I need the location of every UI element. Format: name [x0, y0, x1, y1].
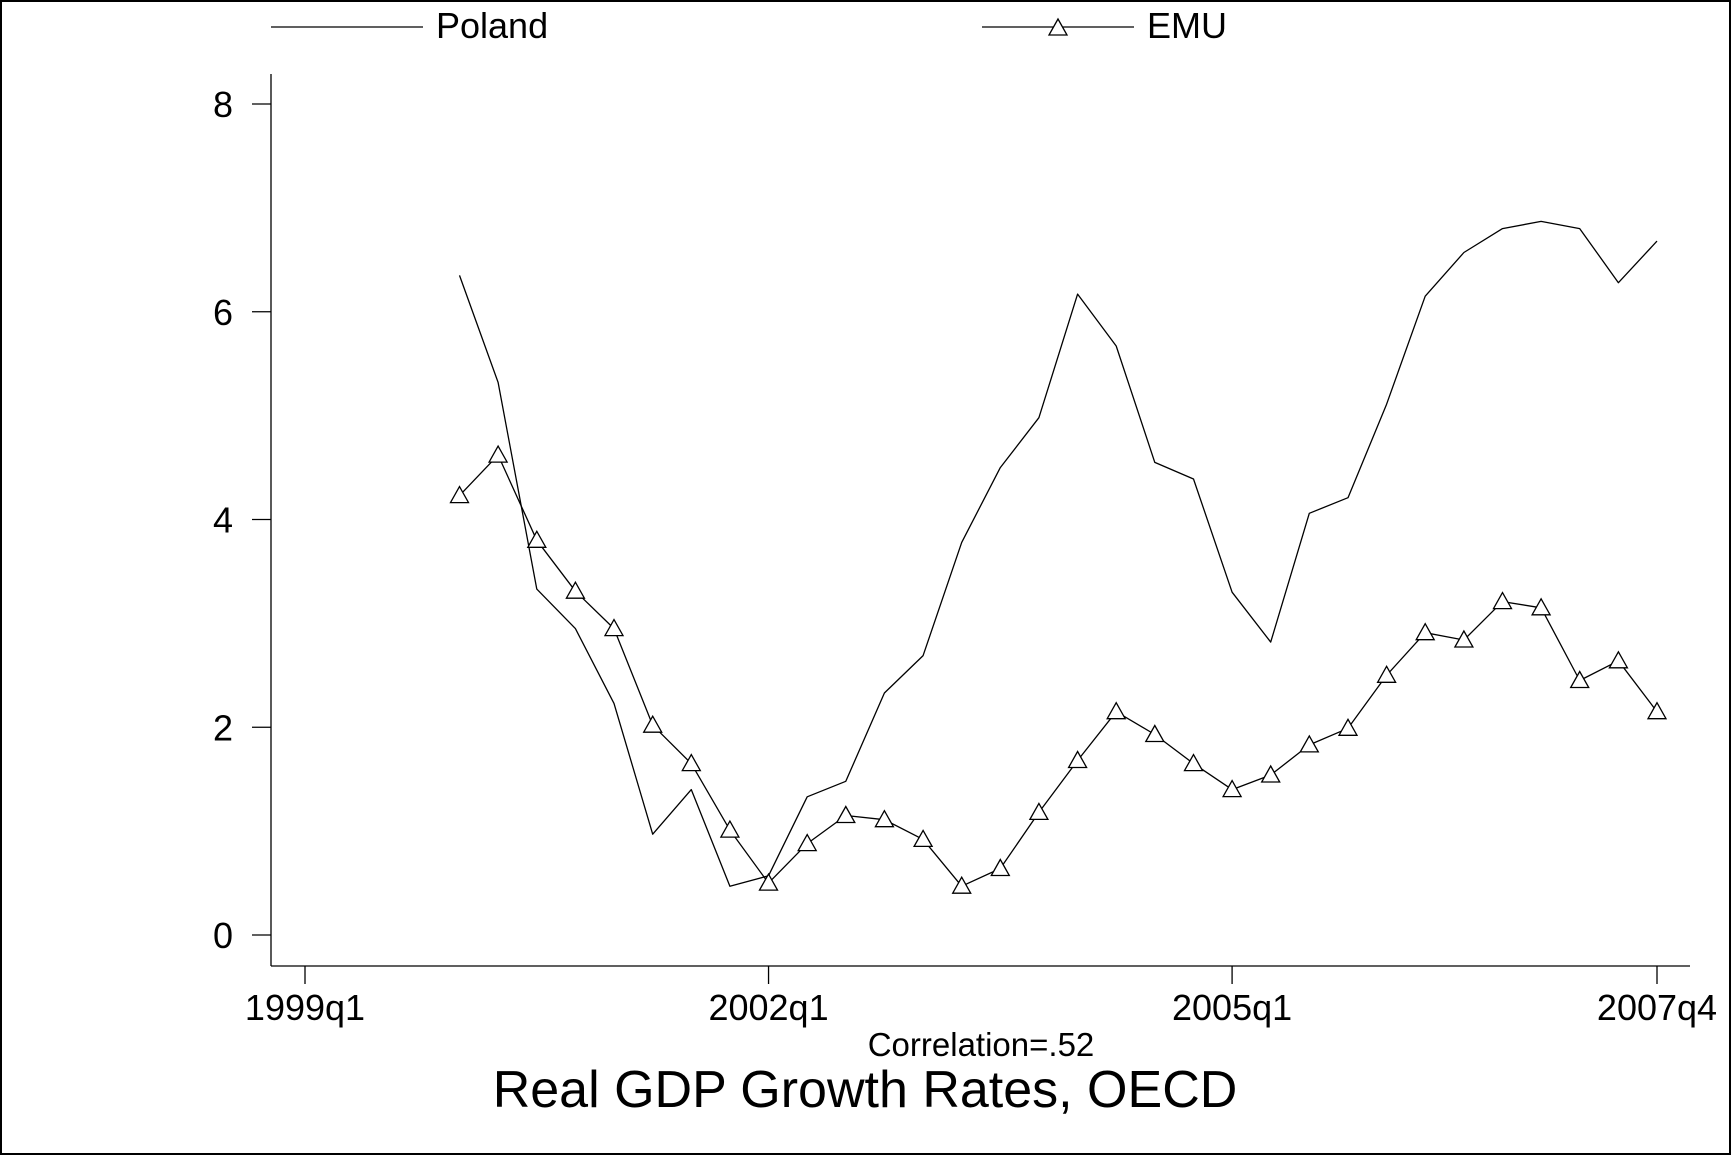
- x-ticks: 1999q1 2002q1 2005q1 2007q4: [245, 966, 1717, 1028]
- y-tick-label: 2: [213, 707, 233, 748]
- x-tick-label: 1999q1: [245, 987, 365, 1028]
- data-point-emu: [874, 809, 895, 828]
- data-point-emu: [951, 875, 972, 894]
- legend: Poland EMU: [271, 5, 1227, 46]
- data-point-emu: [565, 580, 586, 599]
- y-tick-label: 6: [213, 292, 233, 333]
- data-point-emu: [1646, 701, 1668, 720]
- legend-marker-emu: [1047, 17, 1069, 36]
- data-point-emu: [1221, 779, 1243, 798]
- data-point-emu: [1569, 670, 1590, 689]
- data-point-emu: [835, 805, 856, 824]
- data-point-emu: [526, 529, 547, 548]
- data-point-emu: [1376, 664, 1397, 683]
- markers: [449, 444, 1668, 894]
- data-point-emu: [990, 858, 1011, 877]
- legend-label-poland: Poland: [436, 5, 548, 46]
- data-point-emu: [487, 444, 509, 463]
- chart-title: Real GDP Growth Rates, OECD: [493, 1061, 1238, 1119]
- legend-label-emu: EMU: [1147, 5, 1227, 46]
- x-tick-label: 2007q4: [1597, 987, 1717, 1028]
- data-point-emu: [449, 485, 470, 504]
- data-point-emu: [1028, 802, 1050, 821]
- data-point-emu: [719, 819, 741, 838]
- x-tick-label: 2005q1: [1172, 987, 1292, 1028]
- data-point-emu: [1608, 650, 1629, 669]
- data-point-emu: [1492, 591, 1513, 610]
- data-point-emu: [1260, 764, 1281, 783]
- x-tick-label: 2002q1: [708, 987, 828, 1028]
- data-point-emu: [758, 872, 779, 891]
- data-point-emu: [1337, 717, 1359, 736]
- y-tick-label: 8: [213, 84, 233, 125]
- data-point-emu: [603, 618, 625, 637]
- data-point-emu: [1415, 622, 1436, 641]
- y-tick-label: 0: [213, 915, 233, 956]
- data-point-emu: [1530, 597, 1552, 616]
- data-point-emu: [1453, 629, 1475, 648]
- data-point-emu: [1183, 753, 1204, 772]
- series-line-poland: [458, 220, 1658, 887]
- data-point-emu: [912, 829, 934, 848]
- data-point-emu: [642, 714, 663, 733]
- data-point-emu: [797, 833, 818, 852]
- data-point-emu: [1106, 701, 1127, 720]
- data-point-emu: [1299, 734, 1320, 753]
- data-point-emu: [681, 753, 702, 772]
- chart-subtitle: Correlation=.52: [868, 1026, 1095, 1063]
- data-point-emu: [1144, 724, 1165, 743]
- y-ticks: 0 2 4 6 8: [213, 84, 271, 956]
- data-point-emu: [1067, 750, 1088, 769]
- y-tick-label: 4: [213, 500, 233, 541]
